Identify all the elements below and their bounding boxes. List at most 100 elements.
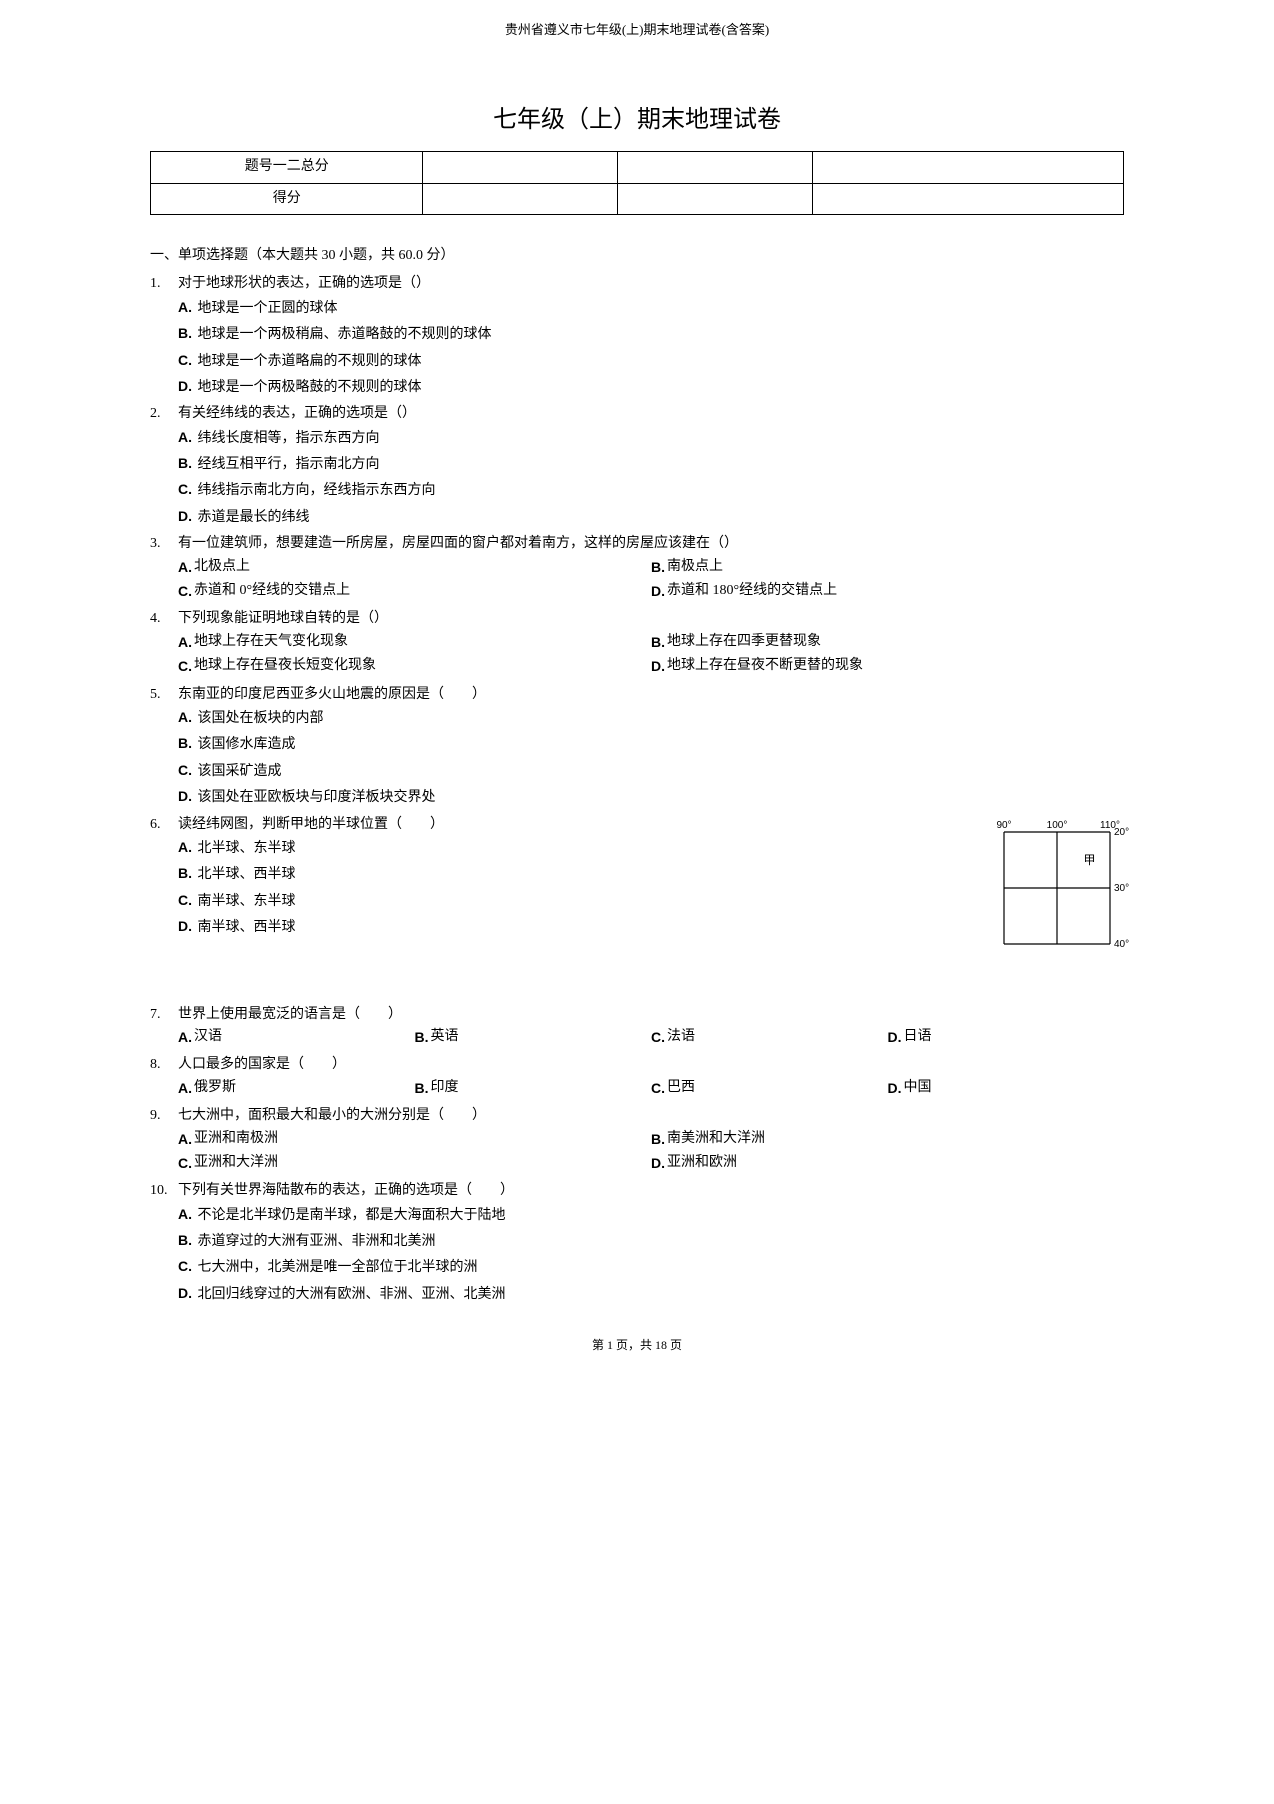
option: C. 南半球、东半球: [178, 889, 1124, 913]
svg-text:甲: 甲: [1083, 853, 1095, 867]
option-text: 地球是一个赤道略扁的不规则的球体: [194, 354, 422, 369]
question-number: 1.: [150, 273, 178, 295]
option-text: 该国处在板块的内部: [194, 711, 324, 726]
question-stem: 七大洲中，面积最大和最小的大洲分别是（ ）: [178, 1105, 1124, 1127]
option-label: C.: [178, 352, 192, 368]
question-stem: 对于地球形状的表达，正确的选项是（）: [178, 273, 1124, 295]
option-text: 地球上存在昼夜不断更替的现象: [667, 655, 863, 677]
option-label: A.: [178, 429, 192, 445]
option: C. 赤道和 0°经线的交错点上: [178, 580, 651, 602]
question: 6.读经纬网图，判断甲地的半球位置（ ）A. 北半球、东半球B. 北半球、西半球…: [150, 814, 1124, 954]
option-label: A.: [178, 299, 192, 315]
option-label: D.: [178, 918, 192, 934]
option: A. 地球上存在天气变化现象: [178, 631, 651, 653]
svg-text:20°: 20°: [1114, 827, 1129, 838]
grid-figure: 90°100°110°20°30°40°甲: [994, 814, 1134, 954]
svg-text:30°: 30°: [1114, 883, 1129, 894]
option-text: 俄罗斯: [194, 1077, 236, 1099]
option: B. 该国修水库造成: [178, 732, 1124, 756]
option: B. 地球上存在四季更替现象: [651, 631, 1124, 653]
option-text: 南美洲和大洋洲: [667, 1128, 765, 1150]
options: A. 纬线长度相等，指示东西方向B. 经线互相平行，指示南北方向 C. 纬线指示南…: [150, 426, 1124, 530]
option-label: C.: [651, 1077, 665, 1099]
option-label: D.: [178, 788, 192, 804]
option: B. 赤道穿过的大洲有亚洲、非洲和北美洲: [178, 1229, 1124, 1253]
score-cell-label: 得分: [151, 183, 423, 214]
option: D. 亚洲和欧洲: [651, 1152, 1124, 1174]
option-label: C.: [178, 892, 192, 908]
option-text: 亚洲和欧洲: [667, 1152, 737, 1174]
option-text: 法语: [667, 1026, 695, 1048]
option-label: D.: [888, 1077, 902, 1099]
option-label: A.: [178, 709, 192, 725]
option-label: B.: [651, 1128, 665, 1150]
option-label: B.: [178, 455, 192, 471]
option-label: A.: [178, 1128, 192, 1150]
question-number: 6.: [150, 814, 178, 836]
option: B. 北半球、西半球: [178, 862, 1124, 886]
option-label: D.: [651, 580, 665, 602]
question-number: 9.: [150, 1105, 178, 1127]
option-label: A.: [178, 839, 192, 855]
options: A. 该国处在板块的内部B. 该国修水库造成C. 该国采矿造成D. 该国处在亚欧…: [150, 706, 1124, 810]
option: D. 赤道和 180°经线的交错点上: [651, 580, 1124, 602]
option-label: D.: [888, 1026, 902, 1048]
option: B. 南美洲和大洋洲: [651, 1128, 1124, 1150]
svg-text:100°: 100°: [1047, 820, 1068, 831]
question: 5.东南亚的印度尼西亚多火山地震的原因是（ ）A. 该国处在板块的内部B. 该国…: [150, 684, 1124, 810]
header-note: 贵州省遵义市七年级(上)期末地理试卷(含答案): [150, 20, 1124, 41]
option-text: 赤道是最长的纬线: [194, 510, 310, 525]
option-label: B.: [415, 1026, 429, 1048]
question: 3.有一位建筑师，想要建造一所房屋，房屋四面的窗户都对着南方，这样的房屋应该建在…: [150, 533, 1124, 604]
option: A. 北半球、东半球: [178, 836, 1124, 860]
option-text: 纬线指示南北方向，经线指示东西方向: [194, 483, 436, 498]
option-text: 日语: [904, 1026, 932, 1048]
options: A. 北极点上B. 南极点上C. 赤道和 0°经线的交错点上D. 赤道和 180…: [150, 556, 1124, 605]
option-label: C.: [178, 655, 192, 677]
question-number: 3.: [150, 533, 178, 555]
score-cell-label: 题号一二总分: [151, 152, 423, 183]
option: B. 南极点上: [651, 556, 1124, 578]
svg-text:40°: 40°: [1114, 939, 1129, 950]
question-stem: 有关经纬线的表达，正确的选项是（）: [178, 403, 1124, 425]
option-text: 亚洲和南极洲: [194, 1128, 278, 1150]
options: A. 不论是北半球仍是南半球，都是大海面积大于陆地B. 赤道穿过的大洲有亚洲、非…: [150, 1203, 1124, 1307]
exam-title: 七年级（上）期末地理试卷: [150, 101, 1124, 139]
option-text: 赤道和 180°经线的交错点上: [667, 580, 837, 602]
score-cell: [812, 183, 1123, 214]
option: D. 北回归线穿过的大洲有欧洲、非洲、亚洲、北美洲: [178, 1282, 1124, 1306]
question: 2.有关经纬线的表达，正确的选项是（）A. 纬线长度相等，指示东西方向B. 经线…: [150, 403, 1124, 529]
option-text: 地球上存在天气变化现象: [194, 631, 348, 653]
option: C. 地球是一个赤道略扁的不规则的球体: [178, 349, 1124, 373]
option-text: 汉语: [194, 1026, 222, 1048]
option: A. 北极点上: [178, 556, 651, 578]
table-row: 题号一二总分: [151, 152, 1124, 183]
option-label: A.: [178, 556, 192, 578]
option-label: D.: [651, 655, 665, 677]
option: B. 经线互相平行，指示南北方向: [178, 452, 1124, 476]
option-label: C.: [178, 481, 192, 497]
option-label: B.: [651, 631, 665, 653]
score-cell: [618, 183, 813, 214]
option-label: B.: [178, 865, 192, 881]
section-title: 一、单项选择题（本大题共 30 小题，共 60.0 分）: [150, 245, 1124, 267]
question-stem: 有一位建筑师，想要建造一所房屋，房屋四面的窗户都对着南方，这样的房屋应该建在（）: [178, 533, 1124, 555]
option: C. 巴西: [651, 1077, 888, 1099]
options: A. 汉语B. 英语C. 法语D. 日语: [150, 1026, 1124, 1050]
option: A. 该国处在板块的内部: [178, 706, 1124, 730]
option-text: 南半球、西半球: [194, 920, 296, 935]
option: A. 地球是一个正圆的球体: [178, 296, 1124, 320]
option-text: 亚洲和大洋洲: [194, 1152, 278, 1174]
option-label: C.: [178, 762, 192, 778]
option: A. 纬线长度相等，指示东西方向: [178, 426, 1124, 450]
question-stem: 人口最多的国家是（ ）: [178, 1054, 1124, 1076]
option-text: 该国采矿造成: [194, 764, 282, 779]
option-label: A.: [178, 631, 192, 653]
option-label: A.: [178, 1026, 192, 1048]
option-text: 北极点上: [194, 556, 250, 578]
question: 1.对于地球形状的表达，正确的选项是（）A. 地球是一个正圆的球体B. 地球是一…: [150, 273, 1124, 399]
options: A. 地球是一个正圆的球体B. 地球是一个两极稍扁、赤道略鼓的不规则的球体C. …: [150, 296, 1124, 400]
option: C. 该国采矿造成: [178, 759, 1124, 783]
score-cell: [423, 183, 618, 214]
option-text: 地球是一个两极略鼓的不规则的球体: [194, 380, 422, 395]
